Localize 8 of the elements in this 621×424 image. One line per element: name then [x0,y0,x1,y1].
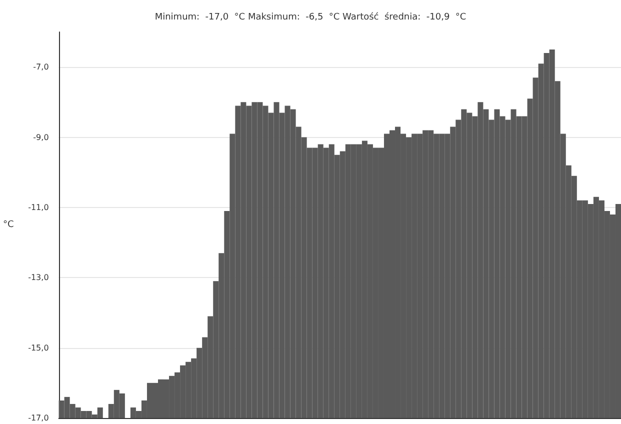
chart-title: Minimum: -17,0 °C Maksimum: -6,5 °C Wartość średnia: -10,9 °C [154,12,466,22]
y-tick-label: -11,0 [28,202,49,212]
y-tick-label: -15,0 [28,343,49,352]
y-tick-label: -17,0 [28,414,49,422]
y-tick-label: -13,0 [28,273,49,282]
y-tick-label: -9,0 [33,132,49,142]
y-tick-label: -7,0 [33,62,49,72]
y-axis-title: °C [2,220,14,230]
